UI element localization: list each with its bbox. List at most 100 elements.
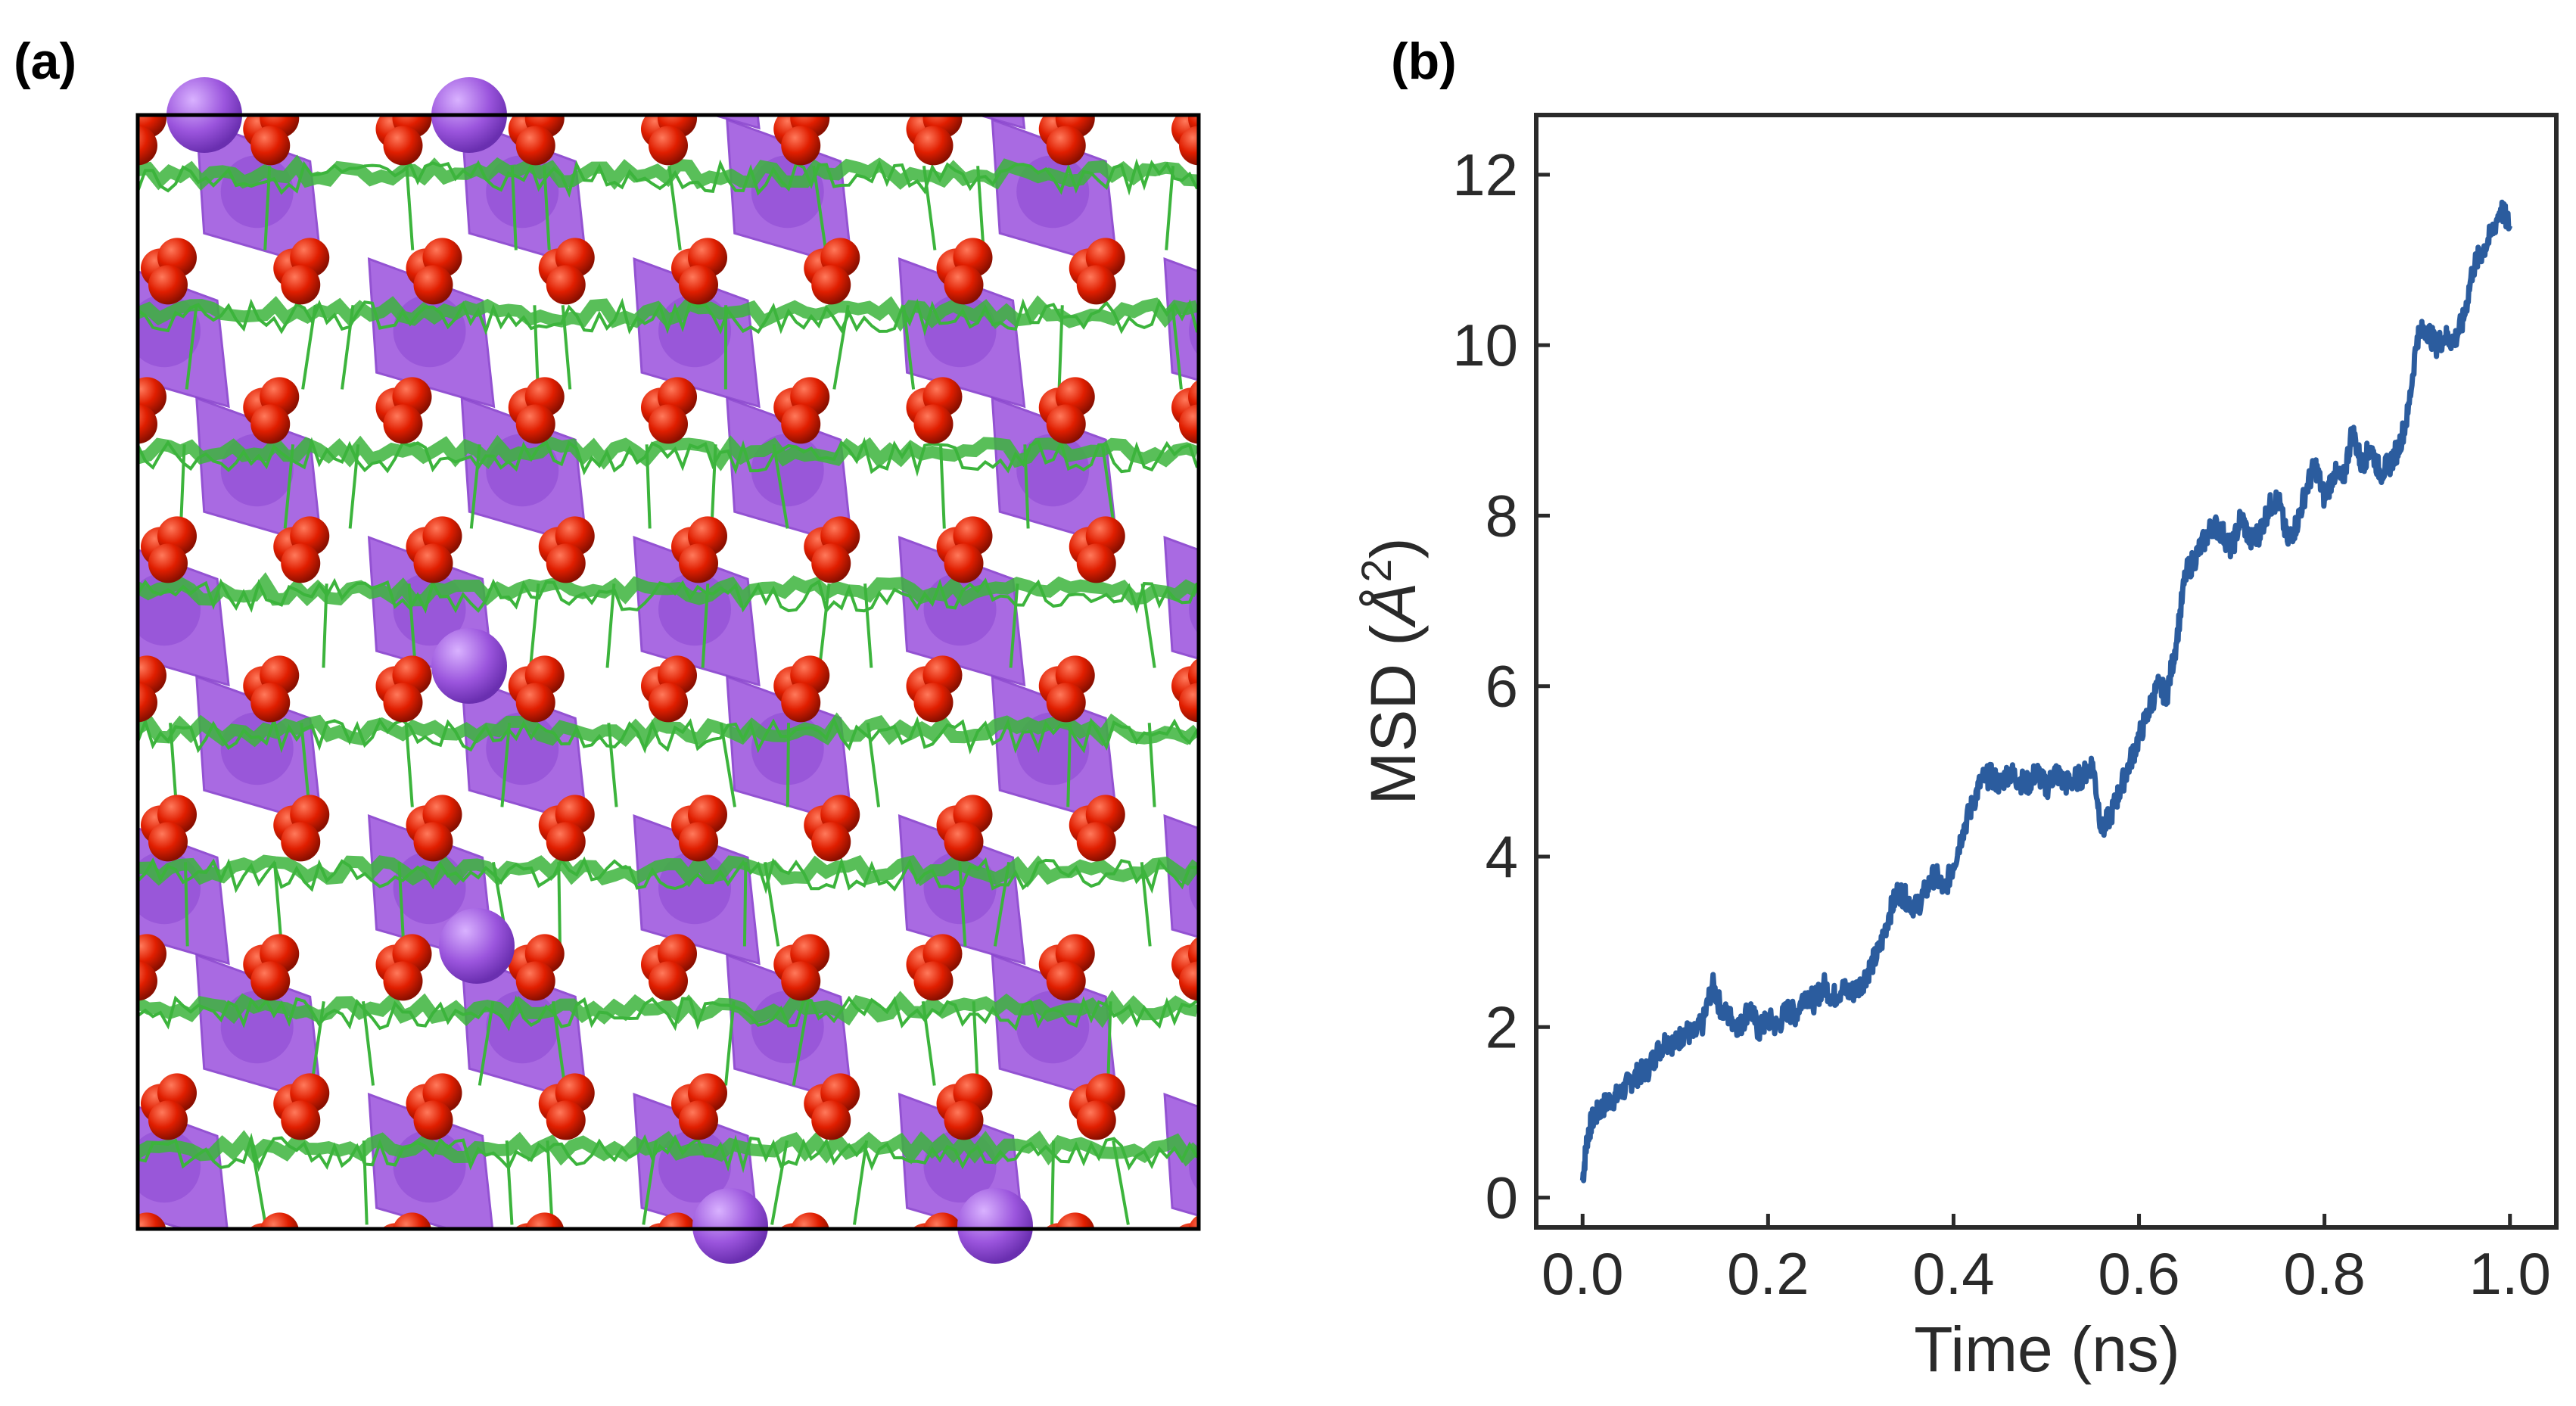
trajectory-strands <box>138 856 1198 894</box>
polyhedron-core <box>0 712 28 785</box>
oxygen-atom <box>546 265 586 305</box>
oxygen-atom <box>515 404 555 444</box>
trajectory-hop <box>348 444 360 529</box>
oxygen-atom <box>913 126 954 166</box>
oxygen-atom <box>649 126 688 166</box>
oxygen-atom <box>1076 822 1116 862</box>
polyhedron-core <box>0 991 28 1063</box>
trajectory-hop <box>362 1140 369 1225</box>
x-tick-label: 0.2 <box>1727 1240 1809 1307</box>
trajectory-hop <box>1171 305 1183 390</box>
oxygen-atom <box>250 1240 290 1279</box>
trajectory-hop <box>667 166 682 250</box>
trajectory-hop <box>543 166 551 250</box>
trajectory-hop <box>976 166 985 250</box>
trajectory-hop <box>863 583 873 668</box>
trajectory-hop <box>993 861 1011 947</box>
trajectory-hop <box>901 305 916 390</box>
trajectory-hop <box>772 443 789 529</box>
trajectory-hop <box>404 723 414 807</box>
trajectory-strands <box>138 297 1199 337</box>
oxygen-atom <box>1202 248 1241 288</box>
trajectory-hop <box>645 444 652 529</box>
oxygen-atom <box>148 822 188 862</box>
trajectory-band <box>138 990 1199 1028</box>
polyhedron <box>0 677 56 824</box>
trajectory-hop <box>120 1001 129 1085</box>
oxygen-atom <box>383 126 423 166</box>
oxygen-atom <box>1046 961 1086 1001</box>
oxygen-atom <box>546 1100 586 1140</box>
sodium-atom <box>957 1188 1033 1264</box>
oxygen-atom <box>944 265 984 305</box>
oxygen-atom <box>1179 404 1199 444</box>
oxygen-atom <box>1188 1215 1199 1229</box>
polyhedron <box>1258 120 1383 267</box>
y-tick-label: 10 <box>1452 312 1518 378</box>
oxygen-atom <box>383 961 423 1001</box>
trajectory-hop <box>561 305 572 390</box>
polyhedron-core <box>128 16 201 89</box>
oxygen-atom <box>913 961 954 1001</box>
trajectory-hop <box>183 862 189 947</box>
oxygen-atom <box>138 1212 166 1229</box>
trajectory-hop <box>1140 862 1152 947</box>
oxygen-atom <box>658 1212 697 1229</box>
oxygen-atom <box>649 404 688 444</box>
polyhedron-core <box>924 16 997 89</box>
oxygen-atom <box>250 404 291 444</box>
trajectory-hop <box>958 862 967 947</box>
oxygen-atom <box>1046 683 1086 723</box>
oxygen-atom <box>1218 1073 1258 1112</box>
oxygen-atom <box>1179 126 1199 166</box>
oxygen-atom <box>281 822 321 862</box>
oxygen-atom <box>1076 543 1116 583</box>
trajectory-hop <box>1100 444 1116 529</box>
oxygen-atom <box>944 1100 984 1140</box>
polyhedron <box>710 115 761 130</box>
trajectory-band <box>138 712 1199 748</box>
trajectory-hop <box>607 723 618 807</box>
polyhedron <box>0 1233 56 1381</box>
trajectory-hop <box>361 1001 375 1086</box>
trajectory-hop <box>185 305 198 390</box>
trajectory-hop <box>478 1000 495 1086</box>
trajectory-hop <box>528 583 540 668</box>
trajectory-hop <box>129 583 135 667</box>
trajectory-hop <box>812 165 828 250</box>
trajectory-hop <box>921 1001 936 1086</box>
trajectory-hop <box>642 1140 658 1225</box>
trajectory-hop <box>818 583 831 668</box>
oxygen-atom <box>383 683 423 723</box>
polyhedron <box>1163 535 1199 660</box>
oxygen-atom <box>281 265 321 305</box>
oxygen-atom <box>148 1100 188 1140</box>
oxygen-atom <box>781 404 821 444</box>
y-tick-label: 2 <box>1486 994 1518 1060</box>
oxygen-atom <box>1076 265 1116 305</box>
polyhedron-core <box>1282 712 1355 785</box>
oxygen-atom <box>1218 238 1258 277</box>
trajectory-hop <box>341 305 355 390</box>
trajectory-hop <box>272 862 283 947</box>
polyhedron-core <box>0 155 28 228</box>
y-axis-label-close: ) <box>1358 537 1429 558</box>
oxygen-atom <box>515 961 555 1001</box>
plot-frame <box>1534 113 2559 1230</box>
oxygen-atom <box>413 822 453 862</box>
trajectory-hop <box>792 1000 810 1086</box>
polyhedron-core <box>1189 306 1199 356</box>
x-tick-label: 0.4 <box>1912 1240 1994 1307</box>
oxygen-atom <box>1209 822 1249 861</box>
trajectory-strands <box>138 158 1199 198</box>
trajectory-hop <box>310 1000 325 1086</box>
polyhedron <box>1258 1233 1383 1381</box>
series-layer <box>1579 199 2513 1184</box>
trajectory-strands <box>138 714 1199 755</box>
trajectory-hop <box>1106 1001 1112 1086</box>
oxygen-atom <box>811 822 851 862</box>
y-axis-ticks: 0 2 4 6 8 10 12 <box>1452 142 1550 1231</box>
oxygen-atom <box>138 126 157 166</box>
panel-b-label: (b) <box>1391 33 1457 90</box>
